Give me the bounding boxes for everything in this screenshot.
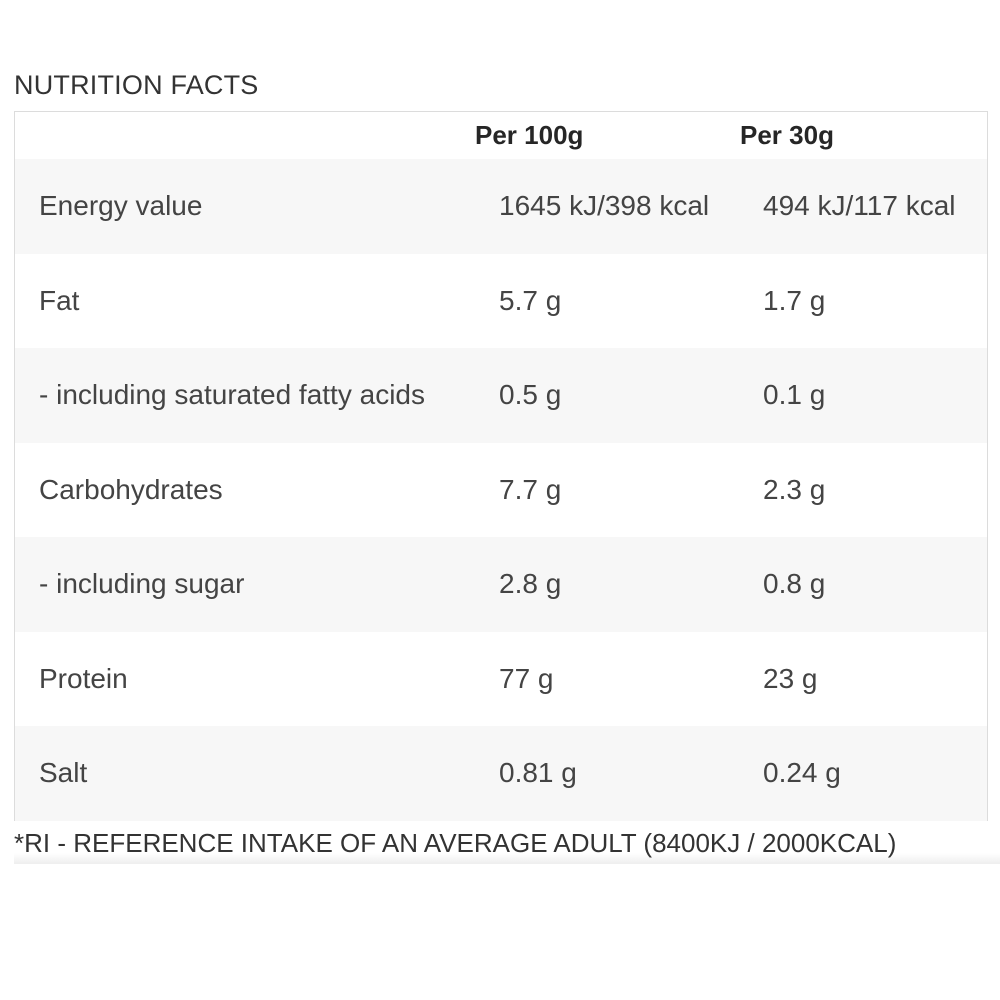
value-per-100g: 2.8 g [499, 568, 562, 600]
column-header-per-30g: Per 30g [740, 120, 834, 150]
nutrition-table: Per 100g Per 30g Energy value 1645 kJ/39… [14, 111, 988, 821]
value-per-30g: 0.1 g [763, 379, 826, 411]
value-per-30g: 0.24 g [763, 757, 841, 789]
value-per-30g: 0.8 g [763, 568, 826, 600]
nutrient-label: Protein [39, 662, 128, 694]
reference-intake-footnote: *RI - REFERENCE INTAKE OF AN AVERAGE ADU… [14, 828, 1000, 864]
value-per-30g: 494 kJ/117 kcal [763, 190, 956, 222]
table-row: - including sugar 2.8 g 0.8 g [15, 537, 987, 632]
table-header-row: Per 100g Per 30g [15, 112, 987, 159]
value-per-100g: 0.81 g [499, 757, 577, 789]
value-per-100g: 5.7 g [499, 284, 562, 316]
table-row: Carbohydrates 7.7 g 2.3 g [15, 442, 987, 537]
nutrient-label: - including sugar [39, 568, 245, 600]
table-row: Fat 5.7 g 1.7 g [15, 253, 987, 348]
table-row: - including saturated fatty acids 0.5 g … [15, 348, 987, 443]
column-header-per-100g: Per 100g [475, 120, 584, 150]
value-per-30g: 2.3 g [763, 473, 826, 505]
value-per-100g: 0.5 g [499, 379, 562, 411]
nutrient-label: Fat [39, 284, 80, 316]
nutrient-label: Carbohydrates [39, 473, 223, 505]
value-per-100g: 1645 kJ/398 kcal [499, 190, 710, 222]
value-per-30g: 1.7 g [763, 284, 826, 316]
table-row: Salt 0.81 g 0.24 g [15, 726, 987, 821]
table-body: Energy value 1645 kJ/398 kcal 494 kJ/117… [15, 159, 987, 821]
nutrient-label: Salt [39, 757, 88, 789]
value-per-30g: 23 g [763, 662, 818, 694]
value-per-100g: 7.7 g [499, 473, 562, 505]
table-row: Protein 77 g 23 g [15, 631, 987, 726]
value-per-100g: 77 g [499, 662, 554, 694]
nutrition-facts-title: NUTRITION FACTS [14, 70, 259, 100]
nutrient-label: - including saturated fatty acids [39, 379, 425, 411]
nutrient-label: Energy value [39, 190, 203, 222]
table-row: Energy value 1645 kJ/398 kcal 494 kJ/117… [15, 159, 987, 254]
